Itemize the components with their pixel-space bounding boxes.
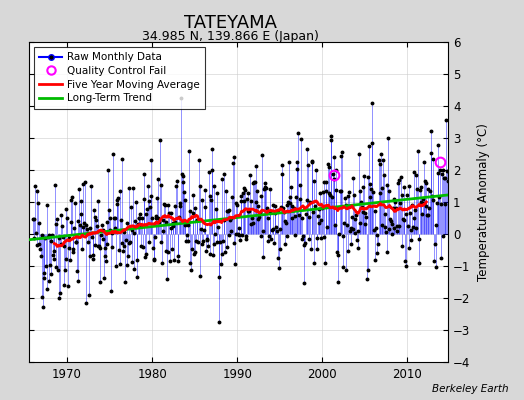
Y-axis label: Temperature Anomaly (°C): Temperature Anomaly (°C) [477,123,490,281]
Text: 34.985 N, 139.866 E (Japan): 34.985 N, 139.866 E (Japan) [142,30,319,43]
Legend: Raw Monthly Data, Quality Control Fail, Five Year Moving Average, Long-Term Tren: Raw Monthly Data, Quality Control Fail, … [34,47,205,108]
Text: Berkeley Earth: Berkeley Earth [432,384,508,394]
Text: TATEYAMA: TATEYAMA [184,14,277,32]
